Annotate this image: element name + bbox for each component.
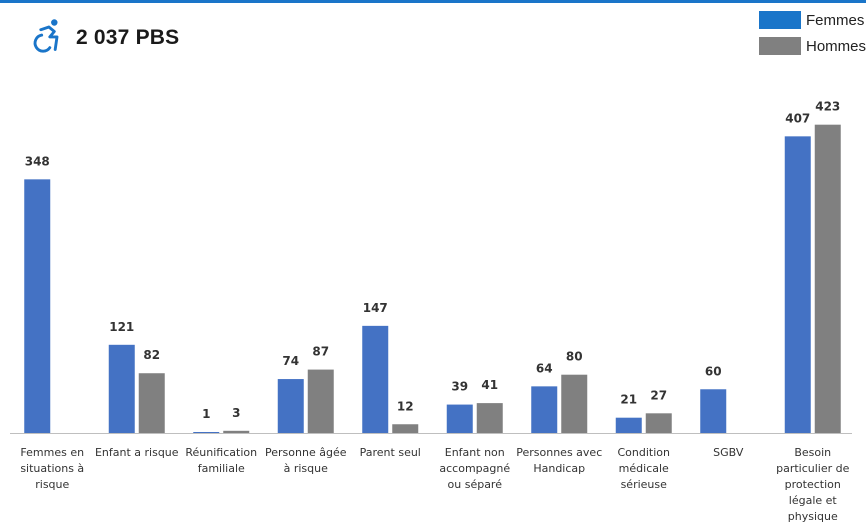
category-label-0-0: Femmes en: [20, 446, 84, 459]
category-label-0-2: risque: [35, 478, 69, 491]
data-label-femmes-3: 74: [282, 354, 299, 368]
data-label-hommes-2: 3: [232, 406, 240, 420]
data-label-hommes-4: 12: [397, 399, 414, 413]
legend-item-hommes: Hommes: [758, 34, 866, 58]
category-label-7-1: médicale: [619, 462, 669, 475]
data-label-hommes-3: 87: [312, 345, 329, 359]
bar-femmes-5: [446, 404, 473, 433]
data-label-femmes-9: 407: [785, 111, 810, 125]
bar-femmes-3: [277, 379, 304, 433]
category-label-9-1: particulier de: [776, 462, 850, 475]
category-label-2-0: Réunification: [185, 446, 257, 459]
category-label-3-1: à risque: [284, 462, 329, 475]
category-label-9-2: protection: [785, 478, 841, 491]
data-label-hommes-6: 80: [566, 350, 583, 364]
category-label-9-3: légale et: [789, 494, 838, 507]
data-label-femmes-0: 348: [25, 154, 50, 168]
legend-swatch-femmes: [758, 11, 801, 29]
category-label-8-0: SGBV: [713, 446, 744, 459]
chart-header: 2 037 PBS: [30, 18, 179, 58]
category-label-1-0: Enfant a risque: [95, 446, 179, 459]
bar-hommes-3: [307, 369, 334, 433]
data-label-femmes-8: 60: [705, 364, 722, 378]
category-label-7-2: sérieuse: [621, 478, 668, 491]
chart-title: 2 037 PBS: [76, 26, 180, 49]
category-label-6-1: Handicap: [533, 462, 585, 475]
bar-femmes-8: [700, 389, 727, 433]
bar-femmes-9: [784, 136, 811, 433]
data-label-hommes-1: 82: [143, 348, 160, 362]
data-label-hommes-5: 41: [481, 378, 498, 392]
bar-femmes-6: [531, 386, 558, 433]
bar-femmes-7: [615, 417, 642, 433]
bar-hommes-2: [223, 430, 250, 433]
category-label-7-0: Condition: [618, 446, 671, 459]
legend-label-femmes: Femmes: [805, 11, 865, 29]
category-label-0-1: situations à: [20, 462, 84, 475]
legend-item-femmes: Femmes: [758, 8, 866, 32]
bar-hommes-1: [138, 373, 165, 433]
data-label-femmes-2: 1: [202, 407, 210, 421]
top-rule: [0, 0, 866, 3]
category-label-5-0: Enfant non: [445, 446, 505, 459]
legend-swatch-hommes: [758, 37, 801, 55]
category-label-6-0: Personnes avec: [516, 446, 602, 459]
bar-femmes-1: [108, 344, 135, 433]
data-label-hommes-7: 27: [650, 388, 667, 402]
data-label-femmes-1: 121: [109, 320, 134, 334]
bar-hommes-6: [561, 374, 588, 433]
chart-legend: Femmes Hommes: [758, 8, 866, 60]
category-label-5-1: accompagné: [439, 462, 510, 475]
legend-label-hommes: Hommes: [805, 37, 866, 55]
category-label-2-1: familiale: [198, 462, 245, 475]
category-label-4-0: Parent seul: [360, 446, 421, 459]
data-label-femmes-5: 39: [451, 380, 468, 394]
bar-hommes-7: [645, 413, 672, 433]
wheelchair-accessible-icon: [30, 18, 66, 59]
bar-femmes-4: [362, 325, 389, 433]
bar-femmes-0: [24, 179, 51, 433]
data-label-femmes-7: 21: [620, 393, 637, 407]
bar-hommes-9: [814, 124, 841, 434]
data-label-femmes-6: 64: [536, 361, 553, 375]
category-label-9-4: physique: [788, 510, 838, 522]
category-label-3-0: Personne âgée: [265, 446, 347, 459]
data-label-femmes-4: 147: [363, 301, 388, 315]
bar-femmes-2: [193, 432, 220, 433]
data-label-hommes-9: 423: [815, 100, 840, 114]
bar-hommes-5: [476, 403, 503, 433]
category-label-5-2: ou séparé: [448, 478, 503, 491]
category-label-9-0: Besoin: [794, 446, 831, 459]
bar-hommes-4: [392, 424, 419, 433]
